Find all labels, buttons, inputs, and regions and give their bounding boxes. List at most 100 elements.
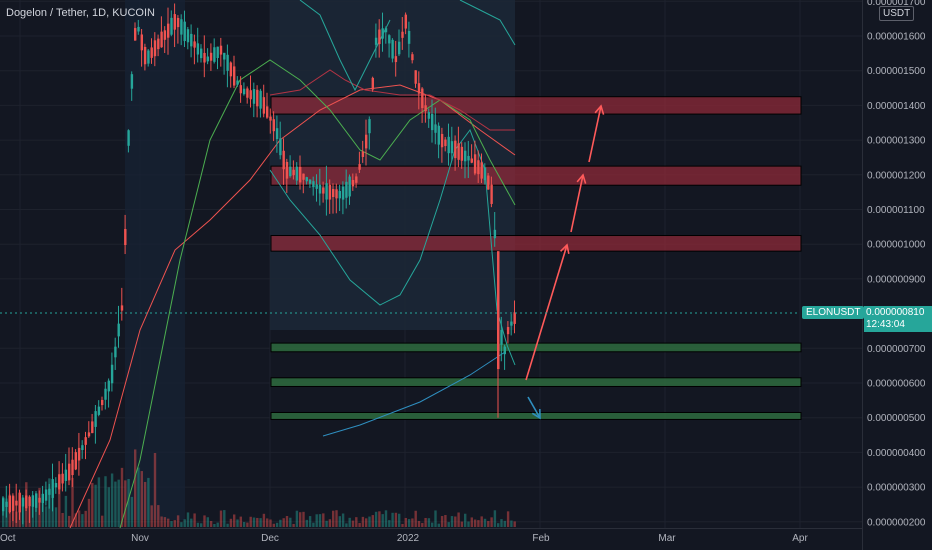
time-axis[interactable]: Oct Nov Dec 2022 Feb Mar Apr <box>0 533 808 544</box>
candle-body <box>464 150 467 162</box>
candle-body <box>312 181 315 188</box>
candle-body <box>394 56 398 63</box>
currency-badge[interactable]: USDT <box>879 6 915 21</box>
volume-bar <box>308 516 312 527</box>
volume-bar <box>299 512 302 527</box>
candle-body <box>209 52 213 61</box>
candle-body <box>160 31 163 48</box>
band-upper-right <box>459 0 516 46</box>
candle-body <box>77 447 81 461</box>
candle-body <box>117 323 120 337</box>
candle-body <box>157 38 160 50</box>
volume-bar <box>167 518 170 527</box>
candle-body <box>315 184 318 189</box>
volume-bar <box>328 519 332 527</box>
volume-bar <box>114 481 117 527</box>
volume-bar <box>457 512 460 527</box>
volume-bar <box>464 513 467 527</box>
price-axis-label: 0.000001400 <box>867 101 926 112</box>
symbol-name: ELONUSDT <box>806 307 861 318</box>
volume-bar <box>140 471 143 527</box>
volume-bar <box>401 523 404 527</box>
volume-bar <box>127 478 130 527</box>
candle-body <box>41 493 44 503</box>
volume-bar <box>190 518 193 527</box>
support-zone <box>270 377 802 387</box>
candle-body <box>61 473 64 484</box>
candle-body <box>242 88 246 95</box>
candle-body <box>275 128 279 140</box>
volume-bar <box>74 513 77 527</box>
price-axis-label: 0.000001200 <box>867 170 926 181</box>
time-axis-label: 2022 <box>397 533 420 544</box>
volume-bar <box>467 521 470 527</box>
candle-body <box>239 85 242 94</box>
volume-bar <box>282 518 285 527</box>
volume-bar <box>510 520 513 527</box>
time-axis-label: Oct <box>0 533 16 544</box>
price-axis[interactable]: 0.000001700 0.000001600 0.000001500 0.00000… <box>867 0 926 528</box>
volume-bar <box>411 518 414 527</box>
resistance-zone <box>270 165 802 186</box>
candle-body <box>44 489 48 501</box>
volume-bar <box>368 516 371 527</box>
volume-bar <box>345 523 348 527</box>
axis-divider <box>862 0 863 550</box>
volume-bar <box>378 511 381 527</box>
volume-bar <box>44 506 48 527</box>
candle-body <box>120 305 124 311</box>
volume-bar <box>444 515 447 527</box>
candles <box>2 3 516 525</box>
candle-body <box>506 327 510 335</box>
volume-bar <box>398 513 401 527</box>
candle-body <box>134 28 137 41</box>
channel-shade <box>125 0 515 520</box>
volume-bar <box>427 518 431 527</box>
volume-bar <box>117 479 120 527</box>
volume-bar <box>394 512 398 527</box>
volume-bar <box>213 523 216 527</box>
volume-bar <box>361 516 365 527</box>
candle-body <box>266 106 269 118</box>
candle-body <box>206 56 209 62</box>
price-axis-label: 0.000001300 <box>867 136 926 147</box>
candle-body <box>147 50 150 64</box>
candle-body <box>282 150 285 170</box>
volume-bar <box>487 521 490 527</box>
candle-body <box>84 437 87 445</box>
price-axis-label: 0.000000900 <box>867 274 926 285</box>
price-tag-value: 0.000000810 <box>866 307 925 318</box>
volume-bar <box>94 484 97 527</box>
volume-bar <box>259 518 262 527</box>
volume-bar <box>120 467 124 527</box>
volume-bar <box>242 521 246 527</box>
candle-body <box>173 14 176 30</box>
candle-body <box>401 31 404 38</box>
candle-body <box>285 161 289 179</box>
volume-bar <box>223 510 226 527</box>
candle-body <box>87 432 91 437</box>
volume-bar <box>506 511 510 527</box>
arrow-up-3-head <box>594 104 605 115</box>
candle-body <box>378 29 381 45</box>
price-tag-countdown: 12:43:04 <box>866 319 905 330</box>
volume-bar <box>101 515 104 527</box>
projection-arrows <box>525 104 605 420</box>
volume-bar <box>325 520 328 527</box>
candle-body <box>444 139 447 147</box>
candle-body <box>348 176 351 197</box>
volume-bar <box>503 520 506 527</box>
candle-body <box>447 136 450 154</box>
time-axis-label: Apr <box>792 533 808 544</box>
time-axis-divider <box>0 528 862 529</box>
candle-body <box>200 48 203 59</box>
volume-bar <box>163 517 167 527</box>
symbol-tag: ELONUSDT <box>802 306 865 319</box>
candle-body <box>203 52 206 63</box>
volume-bar <box>110 473 114 527</box>
volume-bar <box>203 515 206 527</box>
arrow-up-2 <box>570 174 584 233</box>
volume-bar <box>200 523 203 527</box>
volume-bar <box>421 523 424 527</box>
